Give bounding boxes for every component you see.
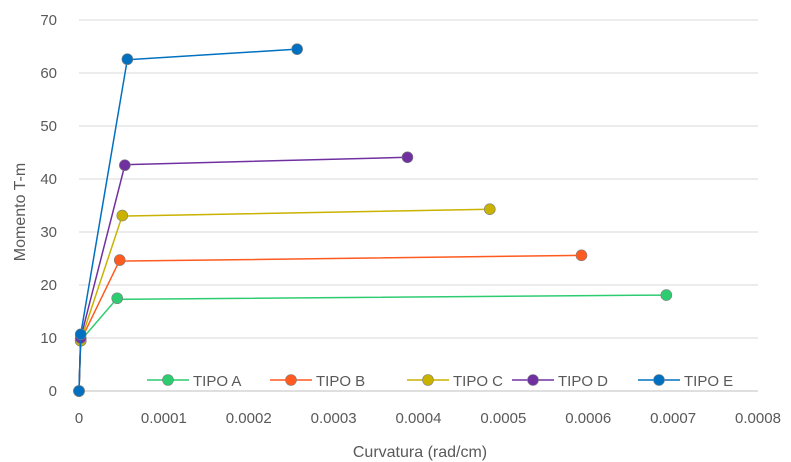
- y-tick-label: 60: [40, 65, 57, 82]
- legend-label: TIPO A: [193, 373, 241, 390]
- data-point: [113, 254, 126, 266]
- data-point: [483, 203, 496, 216]
- y-tick-label: 70: [40, 12, 57, 29]
- data-point: [575, 249, 588, 262]
- legend-label: TIPO C: [453, 373, 503, 390]
- series-line: [78, 208, 490, 392]
- series-line: [78, 254, 582, 392]
- legend-label: TIPO E: [684, 373, 733, 390]
- data-point: [73, 385, 85, 397]
- legend-item: TIPO B: [270, 373, 365, 390]
- data-point: [116, 209, 129, 222]
- legend-item: TIPO A: [147, 373, 241, 390]
- x-tick-label: 0: [75, 410, 83, 427]
- legend-marker: [527, 374, 539, 386]
- data-point: [111, 292, 123, 305]
- x-axis-title: Curvatura (rad/cm): [353, 444, 487, 461]
- series-line: [78, 48, 298, 392]
- legend-marker: [162, 374, 174, 386]
- legend-item: TIPO E: [638, 373, 733, 390]
- x-tick-label: 0.0007: [650, 410, 696, 427]
- data-point: [291, 43, 303, 55]
- x-tick-label: 0.0003: [311, 410, 357, 427]
- y-tick-label: 10: [40, 330, 57, 347]
- data-point: [74, 328, 87, 341]
- y-axis-title: Momento T-m: [12, 163, 29, 261]
- data-point: [121, 53, 134, 66]
- y-tick-labels: 0 10 20 30 40 50 60 70: [40, 12, 57, 400]
- series-tipo-d: [73, 151, 414, 397]
- series-tipo-c: [73, 203, 496, 397]
- legend-marker: [422, 374, 434, 386]
- series-tipo-e: [73, 43, 303, 397]
- x-tick-label: 0.0002: [226, 410, 272, 427]
- y-tick-label: 20: [40, 277, 57, 294]
- y-tick-label: 0: [49, 383, 57, 400]
- x-tick-label: 0.0001: [141, 410, 187, 427]
- legend-label: TIPO D: [558, 373, 608, 390]
- legend-marker: [285, 374, 297, 386]
- x-tick-label: 0.0008: [735, 410, 781, 427]
- series-line: [78, 156, 408, 392]
- data-point: [119, 159, 131, 172]
- y-tick-label: 40: [40, 171, 57, 188]
- legend-item: TIPO D: [512, 373, 608, 390]
- y-tick-label: 50: [40, 118, 57, 135]
- data-point: [401, 151, 414, 164]
- y-tick-label: 30: [40, 224, 57, 241]
- plot-series: [73, 43, 673, 397]
- x-tick-label: 0.0006: [565, 410, 611, 427]
- gridlines: [79, 19, 758, 339]
- legend-label: TIPO B: [316, 373, 365, 390]
- x-tick-labels: 0 0.0001 0.0002 0.0003 0.0004 0.0005 0.0006 0.0…: [75, 410, 781, 427]
- legend-item: TIPO C: [407, 373, 503, 390]
- x-tick-label: 0.0004: [396, 410, 442, 427]
- data-point: [660, 289, 673, 301]
- x-tick-label: 0.0005: [480, 410, 526, 427]
- legend-marker: [653, 374, 665, 386]
- legend: TIPO A TIPO B TIPO C TIPO D TIPO E: [147, 373, 733, 390]
